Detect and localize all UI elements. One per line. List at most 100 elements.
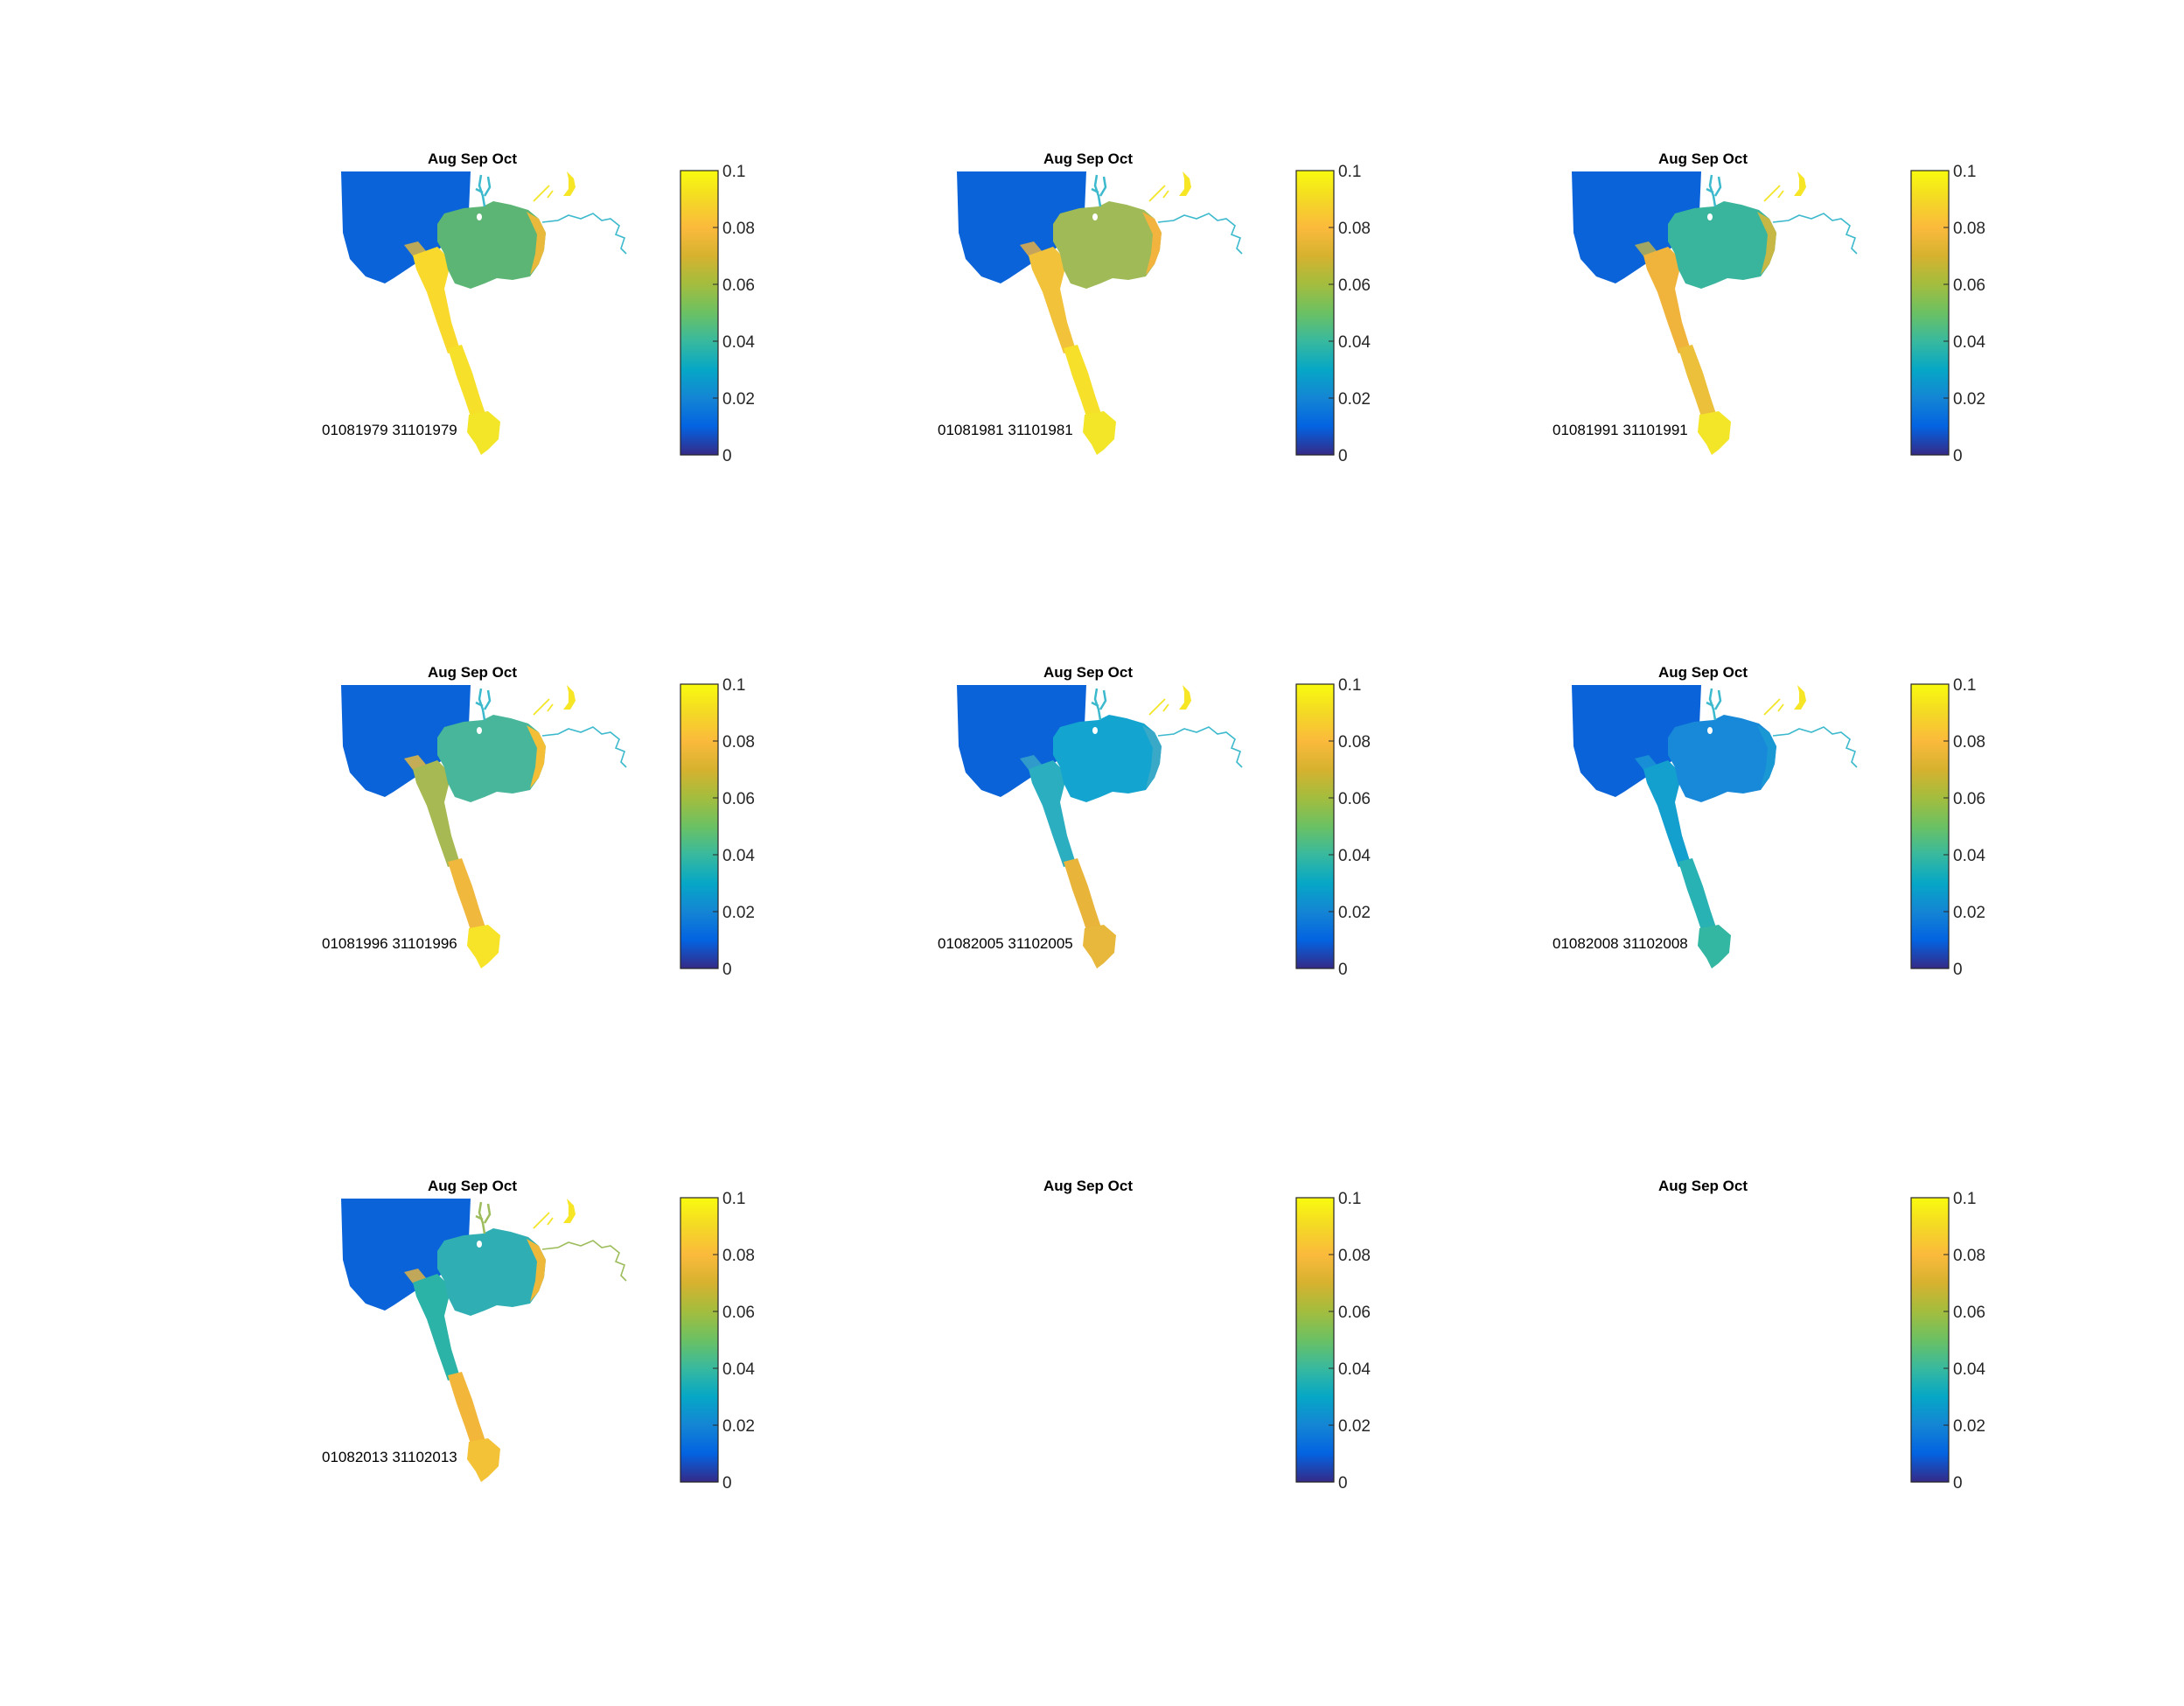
sea-region: [957, 171, 1086, 283]
colorbar-tick-label: 0.02: [1338, 390, 1371, 409]
sea-region: [957, 685, 1086, 797]
crescent-lake: [1179, 685, 1191, 710]
colorbar-tick-label: 0: [1953, 1474, 1963, 1493]
colorbar-tick-label: 0: [722, 1474, 732, 1493]
colorbar-tick-label: 0.06: [722, 1304, 755, 1322]
colorbar-tick-label: 0.02: [1338, 1417, 1371, 1436]
river-north: [475, 174, 492, 207]
lake: [437, 715, 546, 802]
delta: [467, 1438, 500, 1482]
estuary-map: [957, 685, 1243, 968]
colorbar-gradient: [680, 683, 719, 969]
panel-date-label: 01081979 31101979: [322, 422, 457, 438]
channel-north: [413, 247, 460, 353]
colorbar-tick-label: 0.04: [1953, 333, 1985, 352]
crescent-lake: [563, 685, 576, 710]
colorbar-tick-label: 0.08: [1338, 220, 1371, 238]
panel-title: Aug Sep Oct: [428, 150, 517, 167]
panel-title: Aug Sep Oct: [1043, 150, 1133, 167]
map-panel: Aug Sep Oct 01082008 31102008 0 0.02 0.04 0.0…: [1553, 664, 1985, 979]
colorbar-gradient: [680, 170, 719, 456]
colorbar: 0 0.02 0.04 0.06 0.08 0.1: [680, 163, 755, 465]
colorbar-tick-label: 0.08: [722, 733, 755, 752]
river-east: [541, 1240, 627, 1282]
map-panel: Aug Sep Oct 01081996 31101996 0 0.02 0.04 0.0…: [322, 664, 755, 979]
panel-date-label: 01081996 31101996: [322, 935, 457, 952]
colorbar-tick-label: 0: [722, 961, 732, 979]
panel-date-label: 01081991 31101991: [1553, 422, 1688, 438]
colorbar-tick-label: 0.1: [1338, 1190, 1361, 1208]
colorbar-gradient: [1910, 1197, 1950, 1483]
colorbar: 0 0.02 0.04 0.06 0.08 0.1: [1295, 1190, 1371, 1493]
colorbar-tick-label: 0.06: [1338, 1304, 1371, 1322]
channel-north: [413, 1274, 460, 1381]
panel-date-label: 01081981 31101981: [938, 422, 1073, 438]
river-branch: [1763, 698, 1784, 716]
channel-south: [448, 345, 486, 422]
island: [1707, 213, 1713, 220]
lake-edge: [527, 725, 546, 788]
colorbar-tick-label: 0.06: [1338, 790, 1371, 808]
crescent-lake: [563, 171, 576, 196]
estuary-map: [957, 171, 1243, 455]
colorbar-gradient: [680, 1197, 719, 1483]
colorbar-tick-label: 0.08: [1953, 220, 1985, 238]
river-branch: [533, 185, 554, 202]
colorbar: 0 0.02 0.04 0.06 0.08 0.1: [680, 676, 755, 979]
colorbar-tick-label: 0.1: [722, 1190, 745, 1208]
map-panel: Aug Sep Oct 0 0.02 0.04 0.06 0.08 0.1: [1658, 1178, 1985, 1493]
panel-date-label: 01082005 31102005: [938, 935, 1073, 952]
colorbar-tick-label: 0.08: [1953, 733, 1985, 752]
colorbar-tick-label: 0.1: [1953, 676, 1976, 695]
channel-north: [1029, 247, 1076, 353]
lake-edge: [1757, 725, 1776, 788]
colorbar-tick-label: 0.02: [1953, 390, 1985, 409]
delta: [1698, 411, 1731, 455]
sea-region: [341, 171, 471, 283]
lake-edge: [527, 212, 546, 275]
river-east: [541, 213, 627, 255]
colorbar-tick-label: 0.04: [1953, 847, 1985, 865]
estuary-map: [341, 1199, 627, 1482]
map-panel: Aug Sep Oct 01082005 31102005 0 0.02 0.04 0.0…: [938, 664, 1371, 979]
channel-north: [1643, 247, 1691, 353]
colorbar-tick-label: 0.06: [1953, 1304, 1985, 1322]
river-north: [475, 688, 492, 721]
map-panel: Aug Sep Oct 01081981 31101981 0 0.02 0.04 0.0…: [938, 150, 1371, 465]
estuary-map: [341, 171, 627, 455]
colorbar: 0 0.02 0.04 0.06 0.08 0.1: [1295, 676, 1371, 979]
colorbar-tick-label: 0.04: [1338, 333, 1371, 352]
colorbar-tick-label: 0.06: [1953, 276, 1985, 295]
estuary-map: [1572, 685, 1858, 968]
colorbar: 0 0.02 0.04 0.06 0.08 0.1: [1910, 676, 1985, 979]
colorbar-tick-label: 0.06: [722, 276, 755, 295]
colorbar-gradient: [1295, 683, 1335, 969]
delta: [1083, 411, 1116, 455]
lake-edge: [1757, 212, 1776, 275]
channel-south: [448, 858, 486, 935]
colorbar-tick-label: 0.08: [722, 1247, 755, 1265]
crescent-lake: [1179, 171, 1191, 196]
colorbar-gradient: [1910, 683, 1950, 969]
river-north: [1091, 174, 1107, 207]
colorbar-gradient: [1295, 170, 1335, 456]
lake: [1053, 201, 1162, 289]
river-north: [475, 1201, 492, 1234]
channel-south: [1678, 345, 1717, 422]
colorbar-tick-label: 0: [1338, 447, 1348, 465]
lake-edge: [1142, 725, 1162, 788]
colorbar-tick-label: 0.08: [722, 220, 755, 238]
delta: [1698, 925, 1731, 968]
panel-date-label: 01082008 31102008: [1553, 935, 1688, 952]
colorbar-tick-label: 0.08: [1338, 733, 1371, 752]
river-branch: [533, 698, 554, 716]
colorbar-tick-label: 0.04: [1953, 1360, 1985, 1379]
river-east: [1157, 726, 1243, 768]
panel-title: Aug Sep Oct: [1658, 664, 1748, 681]
river-branch: [1148, 185, 1169, 202]
delta: [467, 411, 500, 455]
river-branch: [1763, 185, 1784, 202]
colorbar-tick-label: 0: [1338, 1474, 1348, 1493]
lake: [1668, 715, 1776, 802]
map-panel: Aug Sep Oct 01082013 31102013 0 0.02 0.04 0.0…: [322, 1178, 755, 1493]
